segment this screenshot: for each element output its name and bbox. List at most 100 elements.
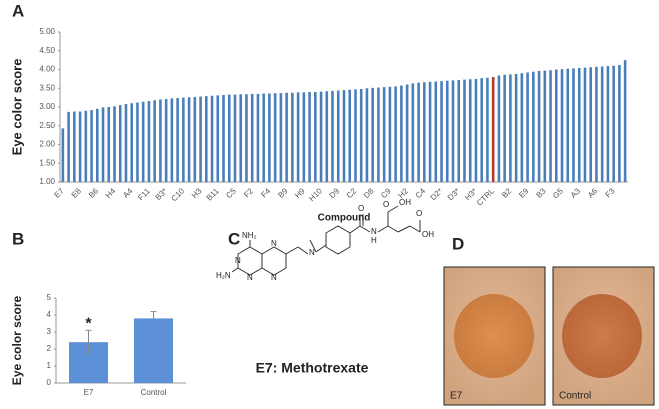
bar: [73, 111, 76, 182]
bar: [474, 78, 478, 182]
bar: [319, 91, 323, 182]
x-tick-label: E7: [84, 388, 94, 397]
photo-label: Control: [559, 391, 591, 402]
y-tick-label: 2: [47, 344, 52, 353]
x-tick-label: B3: [534, 186, 548, 200]
bar: [486, 77, 489, 182]
bar: [491, 77, 495, 182]
bar: [279, 93, 283, 182]
bar: [268, 93, 271, 182]
x-tick-label: E7: [52, 186, 66, 200]
bar: [411, 83, 415, 182]
y-tick-label: 3.00: [39, 102, 55, 111]
y-tick-label: 4.00: [39, 65, 55, 74]
x-tick-label: C4: [414, 186, 428, 200]
bar: [543, 70, 547, 182]
y-tick-label: 1.50: [39, 158, 55, 167]
bar: [595, 66, 598, 182]
bar: [537, 71, 541, 182]
bar: [250, 93, 254, 182]
y-tick-label: 1: [47, 361, 52, 370]
photo-label: E7: [450, 391, 463, 402]
y-axis-label: Eye color score: [10, 295, 24, 385]
significance-mark: *: [85, 316, 92, 333]
atom: H: [371, 236, 377, 245]
x-tick-label: E9: [517, 186, 531, 200]
atom: H₂N: [216, 271, 231, 280]
atom: OH: [422, 230, 434, 239]
x-tick-label: H4: [104, 186, 118, 200]
bar: [554, 69, 558, 182]
bar: [359, 89, 363, 182]
x-tick-label: F11: [136, 186, 152, 202]
panel-label: D: [452, 234, 464, 253]
bar: [451, 80, 455, 182]
bar: [153, 100, 156, 182]
bar: [532, 71, 535, 182]
atom: N: [247, 273, 253, 282]
bar: [480, 78, 483, 182]
bar: [405, 84, 409, 182]
bar: [400, 85, 403, 182]
y-tick-label: 2.00: [39, 140, 55, 149]
bar: [256, 93, 260, 182]
bar: [78, 111, 82, 182]
x-tick-label: A4: [121, 186, 135, 200]
bar: [445, 80, 449, 182]
bar: [572, 68, 575, 182]
photo: E7: [443, 266, 546, 406]
bar: [101, 107, 105, 182]
bar: [606, 66, 610, 182]
bar: [520, 73, 524, 182]
bar: [463, 79, 466, 182]
bar: [245, 94, 248, 182]
bar: [182, 97, 185, 182]
bar: [331, 90, 334, 182]
panel-label: C: [228, 229, 240, 248]
bar: [170, 98, 174, 182]
x-tick-label: C10: [170, 186, 187, 203]
bar: [417, 82, 420, 182]
bar: [577, 68, 581, 182]
x-tick-label: F3: [604, 186, 617, 199]
x-tick-label: C5: [224, 186, 238, 200]
bar: [134, 318, 173, 383]
bar: [468, 79, 472, 182]
bar: [612, 65, 615, 182]
x-tick-label: B2: [500, 186, 514, 200]
bar: [210, 95, 214, 182]
atom: N: [309, 248, 315, 257]
bar: [423, 82, 426, 182]
bar: [96, 108, 99, 182]
bar: [239, 94, 243, 182]
bar: [164, 99, 168, 182]
y-tick-label: 4: [47, 310, 52, 319]
bar: [205, 96, 208, 182]
bar: [354, 89, 357, 182]
bar: [434, 81, 438, 182]
y-tick-label: 5: [47, 293, 52, 302]
bar: [308, 92, 311, 182]
bar: [187, 97, 191, 182]
bar: [84, 110, 88, 182]
x-tick-label: C2: [345, 186, 359, 200]
x-tick-label: E8: [70, 186, 84, 200]
x-tick-label: D8: [362, 186, 376, 200]
x-tick-label: G5: [551, 186, 565, 200]
x-axis-label: Compound: [318, 213, 371, 224]
x-tick-label: CTRL: [475, 186, 497, 208]
panel-label: A: [12, 1, 24, 20]
bar: [514, 74, 518, 182]
bar: [560, 69, 564, 182]
bar: [216, 95, 220, 182]
bar: [222, 95, 225, 182]
bar: [526, 72, 529, 182]
atom: N: [271, 239, 277, 248]
bar: [193, 96, 197, 182]
atom: N: [271, 273, 277, 282]
x-tick-label: B3*: [154, 187, 169, 202]
bar: [291, 92, 294, 182]
x-tick-label: C9: [379, 186, 393, 200]
y-tick-label: 3: [47, 327, 52, 336]
